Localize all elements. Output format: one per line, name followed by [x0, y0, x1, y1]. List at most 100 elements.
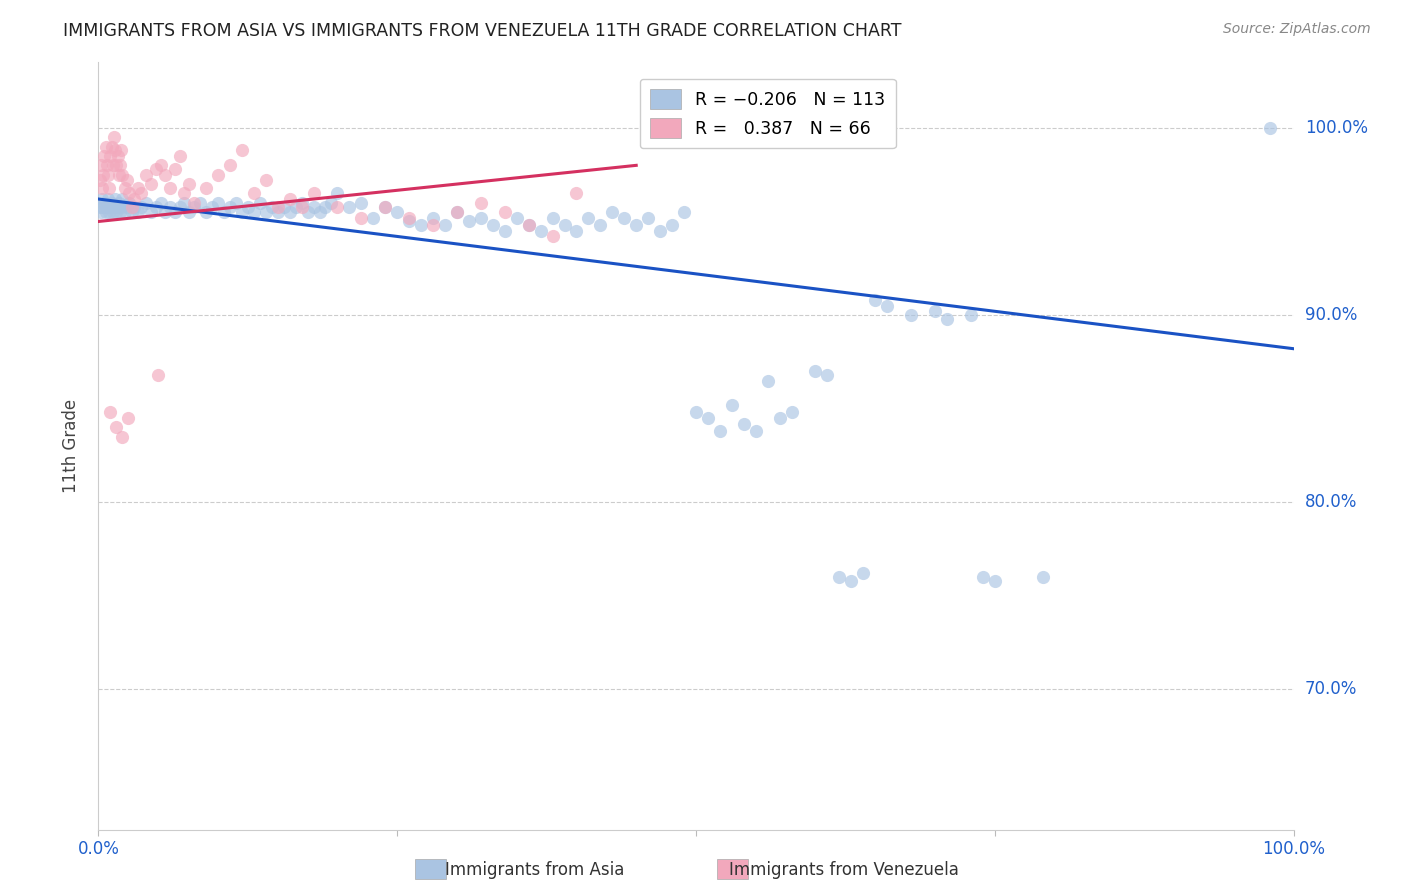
Point	[94, 139, 117, 153]
Point	[195, 181, 218, 195]
Text: Immigrants from Venezuela: Immigrants from Venezuela	[728, 861, 959, 879]
Point	[115, 200, 138, 214]
Point	[481, 218, 505, 232]
Point	[541, 229, 564, 244]
Point	[267, 200, 290, 214]
Point	[517, 218, 540, 232]
Point	[422, 211, 444, 225]
Point	[517, 218, 540, 232]
Point	[876, 299, 898, 313]
Point	[188, 195, 211, 210]
Point	[308, 205, 330, 219]
Point	[91, 168, 114, 182]
Point	[135, 168, 157, 182]
Point	[249, 195, 271, 210]
Text: 90.0%: 90.0%	[1305, 306, 1357, 324]
Point	[434, 218, 457, 232]
Point	[254, 173, 277, 187]
Point	[721, 398, 744, 412]
Text: Immigrants from Asia: Immigrants from Asia	[444, 861, 624, 879]
Point	[326, 200, 349, 214]
Point	[110, 200, 132, 214]
Point	[131, 186, 153, 201]
Point	[108, 158, 131, 172]
Point	[155, 168, 177, 182]
Point	[278, 192, 301, 206]
Text: Source: ZipAtlas.com: Source: ZipAtlas.com	[1223, 22, 1371, 37]
Point	[91, 192, 114, 206]
Point	[936, 311, 959, 326]
Point	[506, 211, 529, 225]
Point	[219, 200, 242, 214]
Point	[565, 186, 588, 201]
Point	[841, 574, 863, 588]
Point	[127, 181, 149, 195]
Point	[195, 205, 218, 219]
Point	[398, 211, 420, 225]
Text: IMMIGRANTS FROM ASIA VS IMMIGRANTS FROM VENEZUELA 11TH GRADE CORRELATION CHART: IMMIGRANTS FROM ASIA VS IMMIGRANTS FROM …	[63, 22, 901, 40]
Point	[363, 211, 385, 225]
Point	[148, 368, 170, 382]
Point	[350, 195, 373, 210]
Point	[960, 308, 983, 322]
Point	[124, 200, 146, 214]
Point	[103, 200, 125, 214]
Point	[107, 200, 129, 214]
Point	[984, 574, 1007, 588]
Point	[100, 195, 122, 210]
Point	[98, 405, 122, 419]
Point	[111, 430, 134, 444]
Point	[104, 192, 127, 206]
Point	[207, 195, 229, 210]
Point	[159, 181, 181, 195]
Point	[105, 420, 128, 434]
Point	[828, 570, 851, 584]
Point	[101, 158, 124, 172]
Point	[163, 205, 186, 219]
Point	[243, 205, 266, 219]
Point	[673, 205, 696, 219]
Point	[139, 205, 162, 219]
Point	[339, 200, 361, 214]
Point	[111, 192, 134, 206]
Point	[422, 218, 444, 232]
Point	[121, 200, 143, 214]
Point	[105, 158, 128, 172]
Point	[145, 200, 167, 214]
Point	[107, 195, 129, 210]
Point	[93, 195, 115, 210]
Point	[254, 205, 277, 219]
Point	[697, 411, 720, 425]
Point	[179, 177, 201, 191]
Point	[494, 224, 516, 238]
Point	[768, 411, 790, 425]
Point	[315, 200, 337, 214]
Point	[111, 168, 134, 182]
Point	[924, 304, 946, 318]
Point	[107, 149, 129, 163]
Point	[101, 205, 124, 219]
Point	[398, 214, 420, 228]
Point	[90, 205, 112, 219]
Point	[709, 424, 731, 438]
Point	[201, 200, 224, 214]
Point	[554, 218, 576, 232]
Point	[661, 218, 683, 232]
Point	[97, 192, 120, 206]
Point	[118, 195, 141, 210]
Point	[98, 181, 121, 195]
Point	[169, 200, 191, 214]
Point	[90, 158, 112, 172]
Point	[326, 186, 349, 201]
Point	[291, 195, 314, 210]
Point	[149, 158, 172, 172]
Point	[225, 195, 247, 210]
Point	[745, 424, 768, 438]
Point	[100, 139, 122, 153]
Point	[108, 205, 131, 219]
Point	[91, 200, 114, 214]
Point	[243, 186, 266, 201]
Point	[260, 200, 283, 214]
Point	[94, 205, 117, 219]
Point	[114, 205, 136, 219]
